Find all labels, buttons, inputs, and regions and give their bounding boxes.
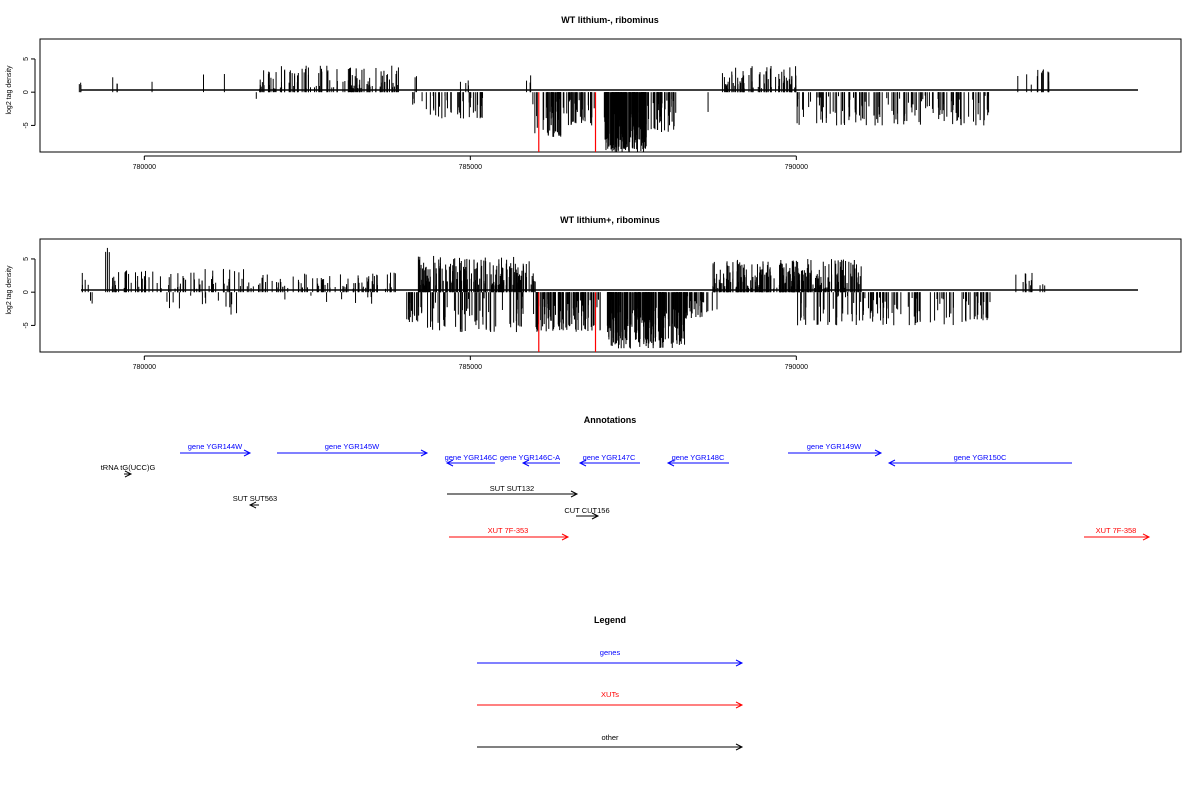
y-tick-label: -5 bbox=[23, 322, 30, 328]
annotation-label: gene YGR144W bbox=[188, 442, 243, 451]
annotation-arrow-arrowhead bbox=[591, 512, 600, 520]
annotation-label: gene YGR148C bbox=[672, 453, 725, 462]
annotation-label: SUT SUT563 bbox=[233, 494, 277, 503]
annotation-arrow-arrowhead bbox=[578, 459, 587, 467]
annotation-label: CUT CUT156 bbox=[564, 506, 609, 515]
legend-entries: genes XUTs other bbox=[477, 648, 744, 751]
annotation-arrow-arrowhead bbox=[445, 459, 454, 467]
legend-entry: other bbox=[477, 733, 744, 751]
legend-label: XUTs bbox=[601, 690, 619, 699]
x-tick-label: 790000 bbox=[785, 164, 808, 171]
annotation-feature: gene YGR150C bbox=[887, 453, 1072, 467]
annotation-arrow-arrowhead bbox=[887, 459, 896, 467]
annotation-label: gene YGR146C bbox=[445, 453, 498, 462]
annotation-arrow-arrowhead bbox=[561, 533, 570, 541]
panel-title: WT lithium-, ribominus bbox=[561, 15, 659, 25]
annotation-feature: gene YGR146C bbox=[445, 453, 498, 467]
annotation-arrow-arrowhead bbox=[420, 449, 429, 457]
annotation-label: gene YGR145W bbox=[325, 442, 380, 451]
annotation-arrow-arrowhead bbox=[570, 490, 579, 498]
density-bars bbox=[81, 247, 1046, 349]
track-panel-lithium-minus: WT lithium-, ribominus log2 tag density … bbox=[6, 15, 1182, 171]
plot-frame bbox=[39, 38, 1182, 153]
track-panel-lithium-plus: WT lithium+, ribominus log2 tag density … bbox=[6, 215, 1182, 371]
x-tick-label: 790000 bbox=[785, 364, 808, 371]
legend-label: genes bbox=[600, 648, 621, 657]
legend-entry: genes bbox=[477, 648, 744, 667]
legend-arrow-arrowhead bbox=[735, 743, 744, 751]
y-tick-label: 0 bbox=[23, 290, 30, 294]
highlight-marks bbox=[538, 92, 597, 152]
annotation-label: tRNA tG(UCC)G bbox=[101, 463, 156, 472]
legend-label: other bbox=[601, 733, 619, 742]
x-tick-label: 780000 bbox=[133, 364, 156, 371]
annotation-label: gene YGR147C bbox=[583, 453, 636, 462]
annotation-feature: XUT 7F-353 bbox=[449, 526, 570, 541]
panel-title: WT lithium+, ribominus bbox=[560, 215, 660, 225]
axes: -5 0 5 780000 785000 790000 bbox=[23, 257, 808, 371]
y-tick-label: 0 bbox=[23, 90, 30, 94]
annotation-feature: gene YGR148C bbox=[666, 453, 729, 467]
legend-arrow-arrowhead bbox=[735, 701, 744, 709]
annotation-feature: SUT SUT563 bbox=[233, 494, 277, 509]
density-bars bbox=[78, 65, 1050, 152]
annotation-feature: gene YGR144W bbox=[180, 442, 252, 457]
annotation-label: XUT 7F-358 bbox=[1096, 526, 1137, 535]
annotation-arrow-arrowhead bbox=[243, 449, 252, 457]
y-tick-label: -5 bbox=[23, 122, 30, 128]
y-axis-label: log2 tag density bbox=[6, 65, 13, 115]
annotation-arrow-arrowhead bbox=[1142, 533, 1151, 541]
legend-entry: XUTs bbox=[477, 690, 744, 709]
annotation-arrow-arrowhead bbox=[124, 470, 133, 478]
y-tick-label: 5 bbox=[23, 57, 30, 61]
plot-frame bbox=[39, 238, 1182, 353]
highlight-marks bbox=[538, 292, 597, 352]
annotation-label: gene YGR146C-A bbox=[500, 453, 560, 462]
annotation-feature: gene YGR149W bbox=[788, 442, 883, 457]
annotation-arrow-arrowhead bbox=[874, 449, 883, 457]
annotation-label: gene YGR150C bbox=[954, 453, 1007, 462]
legend-title: Legend bbox=[594, 615, 626, 625]
annotation-arrow-arrowhead bbox=[666, 459, 675, 467]
annotation-feature: gene YGR146C-A bbox=[500, 453, 560, 467]
annotation-label: gene YGR149W bbox=[807, 442, 862, 451]
x-tick-label: 785000 bbox=[459, 364, 482, 371]
y-axis-label: log2 tag density bbox=[6, 265, 13, 315]
axes: -5 0 5 780000 785000 790000 bbox=[23, 57, 808, 171]
annotation-label: XUT 7F-353 bbox=[488, 526, 529, 535]
legend-arrow-arrowhead bbox=[735, 659, 744, 667]
annotation-feature: gene YGR145W bbox=[277, 442, 429, 457]
x-tick-label: 785000 bbox=[459, 164, 482, 171]
x-tick-label: 780000 bbox=[133, 164, 156, 171]
annotation-arrow-arrowhead bbox=[248, 501, 257, 509]
annotation-label: SUT SUT132 bbox=[490, 484, 534, 493]
annotation-arrow-arrowhead bbox=[521, 459, 530, 467]
annotation-feature: SUT SUT132 bbox=[447, 484, 579, 498]
legend-panel: Legend genes XUTs other bbox=[477, 615, 744, 751]
annotation-feature: tRNA tG(UCC)G bbox=[101, 463, 156, 478]
annotations-title: Annotations bbox=[584, 415, 637, 425]
y-tick-label: 5 bbox=[23, 257, 30, 261]
annotation-feature: gene YGR147C bbox=[578, 453, 640, 467]
annotations-panel: Annotations gene YGR144W gene YGR145W gene… bbox=[101, 415, 1151, 541]
annotation-feature: CUT CUT156 bbox=[564, 506, 610, 520]
annotation-feature: XUT 7F-358 bbox=[1084, 526, 1151, 541]
